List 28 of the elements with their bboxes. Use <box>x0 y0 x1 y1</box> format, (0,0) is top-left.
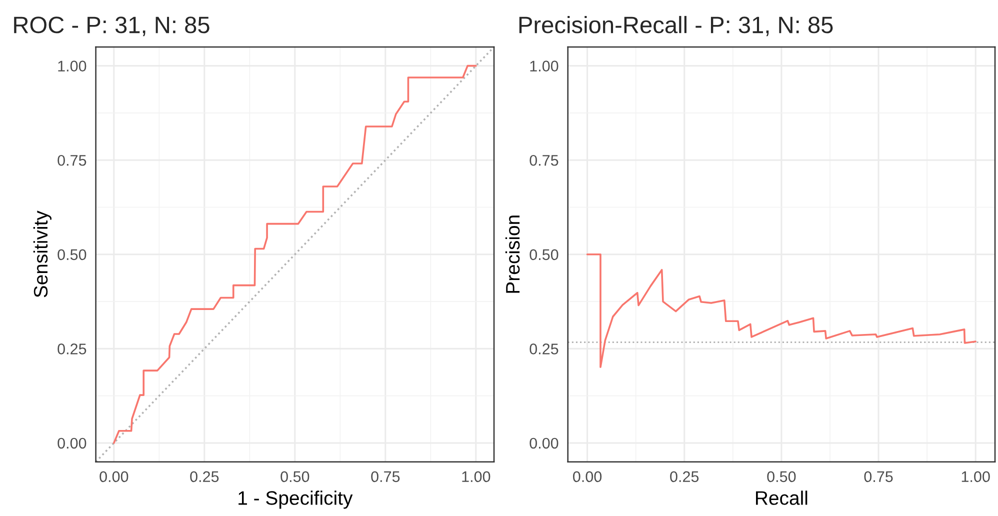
y-tick-label: 0.50 <box>530 249 558 260</box>
y-tick-label: 0.25 <box>58 344 86 354</box>
y-tick-label: 1.00 <box>58 60 86 72</box>
y-tick-label: 0.50 <box>58 249 86 260</box>
x-tick-label: 0.25 <box>670 471 699 482</box>
y-tick-label: 0.75 <box>58 154 86 166</box>
x-tick-label: 1.00 <box>462 471 490 482</box>
y-tick-label: 0.00 <box>530 438 558 449</box>
x-tick-label: 0.75 <box>864 471 893 482</box>
x-axis-title: Recall <box>756 490 808 505</box>
x-tick-label: 0.50 <box>767 471 796 482</box>
line-series <box>586 253 976 368</box>
line-series <box>113 64 477 444</box>
x-tick-label: 0.00 <box>100 471 128 482</box>
x-tick-label: 0.75 <box>371 471 400 482</box>
y-tick-label: 0.00 <box>58 438 86 449</box>
y-axis-title: Precision <box>505 216 520 293</box>
x-tick-label: 1.00 <box>962 471 990 482</box>
y-tick-label: 0.75 <box>530 154 558 166</box>
x-tick-label: 0.50 <box>280 471 310 482</box>
y-tick-label: 0.25 <box>530 344 558 354</box>
y-tick-label: 1.00 <box>530 60 558 72</box>
chart-title: ROC - P: 31, N: 85 <box>14 16 210 36</box>
x-axis-title: 1 - Specificity <box>238 490 353 509</box>
y-axis-title: Sensitivity <box>33 210 52 298</box>
chart-title: Precision-Recall - P: 31, N: 85 <box>519 16 833 36</box>
x-tick-label: 0.00 <box>573 471 602 482</box>
x-tick-label: 0.25 <box>190 471 219 482</box>
